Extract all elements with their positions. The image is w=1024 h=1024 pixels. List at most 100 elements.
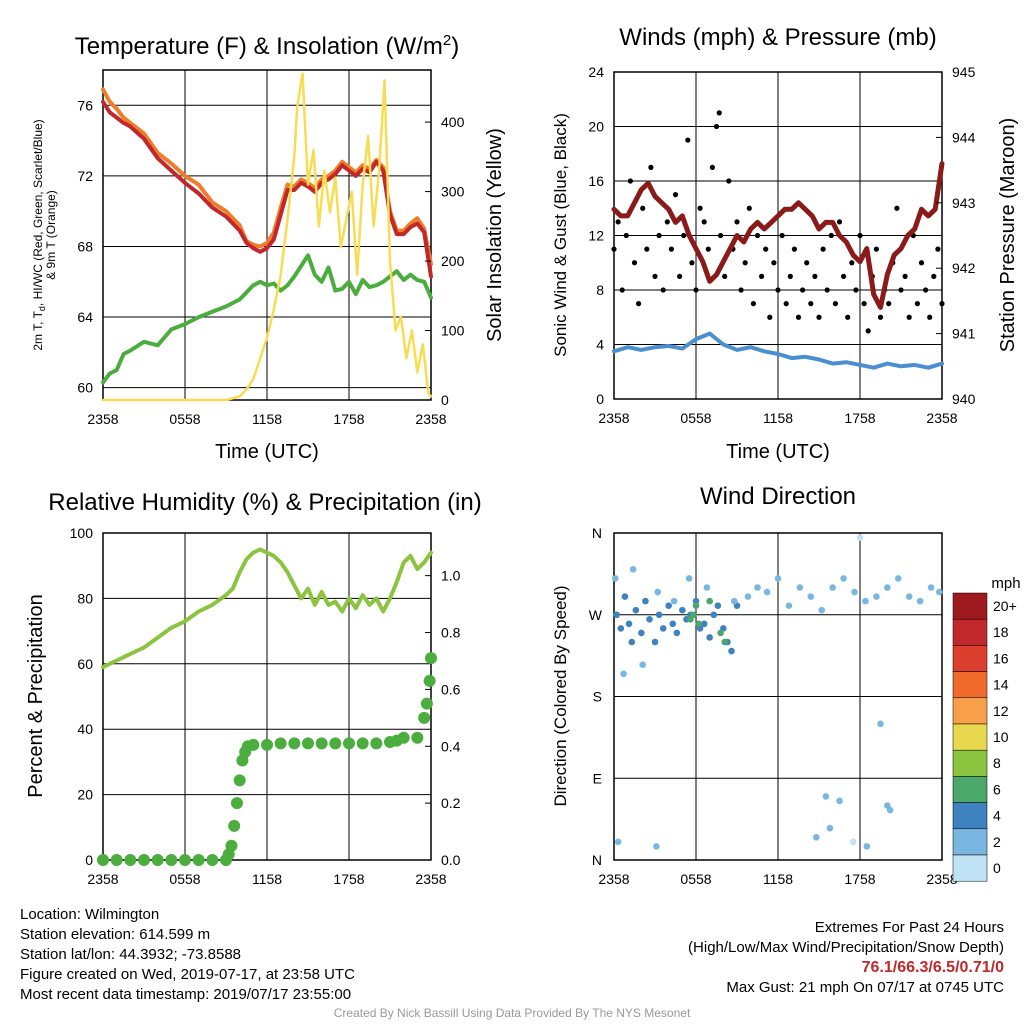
series-1-point <box>701 219 707 225</box>
series-1-point <box>746 205 752 211</box>
wind-x-ticks: 2358 0558 1158 1758 2358 <box>598 410 957 426</box>
series-1-point <box>151 854 164 866</box>
series-1-point <box>804 260 810 266</box>
series-0-point <box>659 625 667 632</box>
x-tick-label: 1758 <box>844 410 875 426</box>
legend-label: 4 <box>993 808 1001 824</box>
legend-title: mph <box>991 575 1020 592</box>
dir-series <box>612 534 943 850</box>
series-1-point <box>615 219 621 225</box>
panel-winds: Winds (mph) & Pressure (mb) 04812162024 … <box>551 24 1019 463</box>
y2-tick-label: 0.4 <box>441 738 461 754</box>
extremes-values: 76.1/66.3/6.5/0.71/0 <box>861 959 1004 976</box>
rh-series <box>97 547 437 866</box>
x-tick-label: 2358 <box>926 871 957 887</box>
series-1-point <box>754 232 761 239</box>
series-1-point <box>629 566 637 573</box>
series-1-point <box>877 314 884 320</box>
series-0-point <box>673 629 681 637</box>
y-tick-label: 16 <box>588 173 604 189</box>
series-1-line <box>101 99 433 279</box>
rh-plot-frame <box>102 532 432 861</box>
rh-y2-ticks: 0.0 0.2 0.4 0.6 0.8 1.0 <box>425 568 461 868</box>
series-1-point <box>611 246 617 252</box>
series-1-point <box>742 260 748 266</box>
wind-y2-ticks: 940 941 942 943 944 945 <box>936 64 976 407</box>
y2-tick-label: 945 <box>952 64 976 80</box>
series-1-point <box>677 273 683 279</box>
series-0-point <box>655 611 663 619</box>
series-1-point <box>370 737 383 750</box>
legend-label: 16 <box>993 650 1009 666</box>
series-1-point <box>820 246 826 252</box>
y2-tick-label: 941 <box>952 326 976 342</box>
dir-y-ticks: N E S W N <box>589 525 603 868</box>
y2-tick-label: 300 <box>441 184 465 200</box>
series-1-point <box>927 584 935 591</box>
y2-tick-label: 1.0 <box>441 568 461 584</box>
series-0-point <box>625 620 633 628</box>
extremes-subtitle: (High/Low/Max Wind/Precipitation/Snow De… <box>688 939 1004 956</box>
y2-tick-label: 100 <box>441 323 465 339</box>
temp-xlabel: Time (UTC) <box>215 441 319 463</box>
series-1-point <box>97 854 109 866</box>
series-1-point <box>861 301 867 307</box>
legend-swatch <box>952 671 988 699</box>
series-1-point <box>750 301 757 307</box>
series-1-point <box>685 575 693 582</box>
legend-swatch <box>952 776 988 803</box>
series-1-point <box>898 287 904 293</box>
series-1-point <box>656 232 662 239</box>
wind-ylabel-right: Station Pressure (Maroon) <box>997 118 1019 353</box>
series-1-point <box>905 593 913 600</box>
series-1-point <box>709 164 716 170</box>
series-1-point <box>935 246 941 252</box>
series-1-point <box>703 584 711 591</box>
y-tick-label: N <box>592 525 602 541</box>
series-1-point <box>288 737 301 750</box>
series-1-point <box>192 854 205 866</box>
series-1-point <box>233 774 246 787</box>
series-2-point <box>692 602 700 609</box>
series-1-point <box>807 593 815 600</box>
y-tick-label: E <box>593 770 602 786</box>
series-1-point <box>411 731 424 744</box>
series-1-point <box>763 588 771 596</box>
series-1-point <box>631 260 638 266</box>
series-0-point <box>665 602 672 609</box>
series-1-point <box>923 287 929 293</box>
series-1-point <box>356 737 369 750</box>
series-1-point <box>672 192 679 198</box>
series-1-point <box>759 273 765 279</box>
y-tick-label: 8 <box>596 282 604 298</box>
credit-text: Created By Nick Bassill Using Data Provi… <box>333 1006 691 1020</box>
dir-plot-frame <box>613 532 943 861</box>
series-0-point <box>669 620 677 628</box>
y2-tick-label: 943 <box>952 195 976 211</box>
series-1-point <box>873 246 880 252</box>
y2-tick-label: 0.8 <box>441 625 461 641</box>
series-1-point <box>315 737 328 750</box>
legend-label: 12 <box>993 703 1009 719</box>
series-2-point <box>717 629 724 637</box>
series-1-point <box>640 205 646 211</box>
series-1-point <box>918 260 925 266</box>
temp-y-ticks: 60 64 68 72 76 <box>77 97 93 395</box>
series-1-point <box>939 301 945 307</box>
y2-tick-label: 0 <box>441 392 449 408</box>
series-1-point <box>726 178 732 184</box>
series-1-point <box>730 597 738 605</box>
x-tick-label: 2358 <box>598 410 629 426</box>
x-tick-label: 1158 <box>763 871 793 887</box>
series-0-line <box>101 547 433 670</box>
legend-label: 8 <box>993 755 1001 771</box>
y-tick-label: 100 <box>70 525 94 541</box>
series-0-point <box>700 620 708 628</box>
series-1-point <box>722 273 728 279</box>
series-1-point <box>228 819 241 832</box>
series-1-point <box>824 287 830 293</box>
y-tick-label: 40 <box>77 721 93 737</box>
rh-y-ticks: 0 20 40 60 80 100 <box>70 525 94 868</box>
y-tick-label: S <box>593 689 602 705</box>
series-1-point <box>832 301 839 307</box>
